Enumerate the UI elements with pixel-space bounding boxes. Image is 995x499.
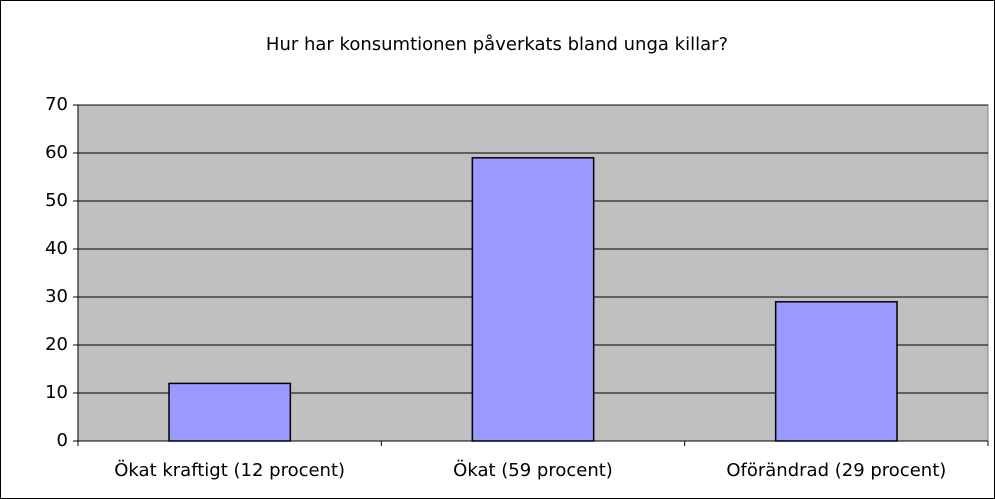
y-tick-label: 60 <box>45 142 68 163</box>
x-tick-label: Ökat (59 procent) <box>453 459 613 481</box>
x-tick-label: Oförändrad (29 procent) <box>726 460 946 481</box>
y-tick-label: 50 <box>45 190 68 211</box>
y-tick-label: 10 <box>45 382 68 403</box>
bar <box>471 157 595 442</box>
bar <box>168 382 292 442</box>
y-tick-label: 70 <box>45 94 68 115</box>
y-tick-label: 40 <box>45 238 68 259</box>
x-tick-label: Ökat kraftigt (12 procent) <box>114 459 345 481</box>
y-tick-label: 30 <box>45 286 68 307</box>
y-tick-label: 20 <box>45 334 68 355</box>
y-tick-label: 0 <box>57 430 68 451</box>
chart-title: Hur har konsumtionen påverkats bland ung… <box>266 34 728 55</box>
bar <box>774 301 898 442</box>
